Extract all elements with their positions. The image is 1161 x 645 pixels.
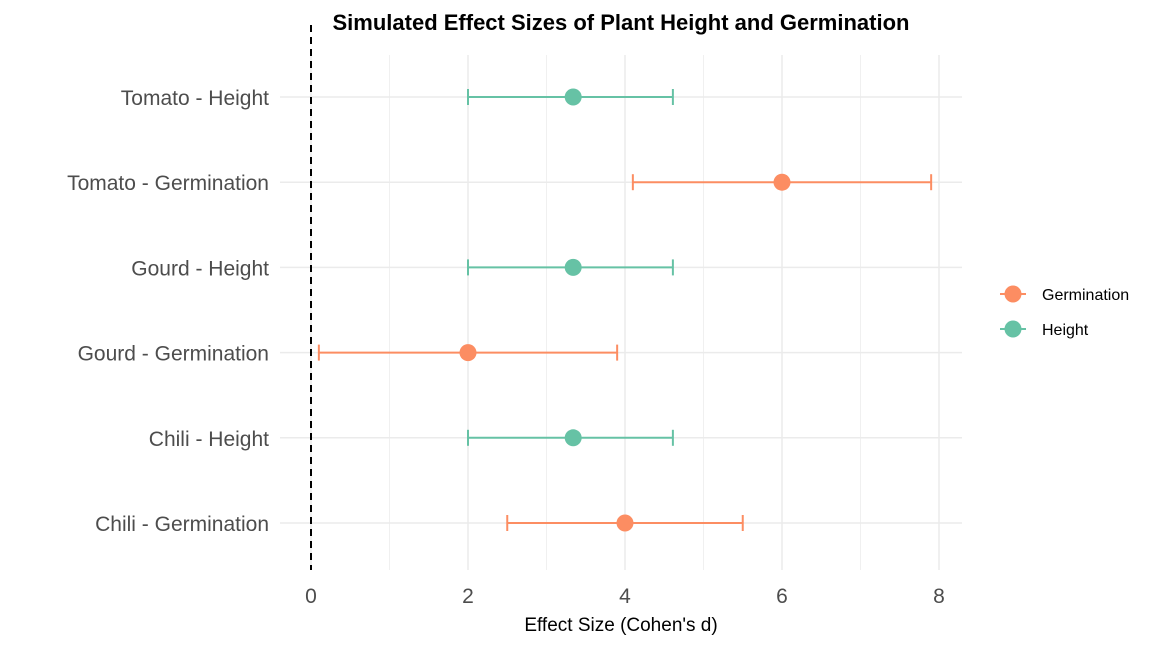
- legend-item-height: Height: [1000, 320, 1089, 339]
- point-4: [467, 429, 674, 447]
- point-estimate: [564, 88, 582, 106]
- legend: Germination Height: [1000, 285, 1129, 339]
- x-tick-label: 0: [305, 585, 317, 608]
- legend-item-germination: Germination: [1000, 285, 1129, 304]
- x-tick-label: 4: [619, 585, 631, 608]
- x-tick-label: 8: [933, 585, 945, 608]
- point-2: [467, 258, 674, 276]
- y-tick-label: Chili - Height: [149, 428, 269, 451]
- y-axis-labels: Tomato - Height Tomato - Germination Gourd…: [67, 87, 269, 536]
- legend-key-point: [1004, 285, 1022, 303]
- y-tick-label: Chili - Germination: [95, 513, 269, 536]
- grid: [280, 55, 962, 570]
- x-axis-title: Effect Size (Cohen's d): [524, 615, 717, 636]
- legend-label: Height: [1042, 322, 1089, 339]
- point-3: [317, 344, 619, 362]
- y-tick-label: Gourd - Germination: [78, 343, 269, 366]
- y-tick-label: Tomato - Height: [121, 87, 269, 110]
- x-tick-label: 2: [462, 585, 474, 608]
- marks: [317, 88, 933, 532]
- chart-title: Simulated Effect Sizes of Plant Height a…: [333, 10, 910, 35]
- point-estimate: [564, 258, 582, 276]
- point-1: [631, 173, 933, 191]
- x-axis-labels: 0 2 4 6 8: [305, 585, 945, 608]
- point-0: [467, 88, 674, 106]
- point-5: [506, 514, 744, 532]
- point-estimate: [459, 344, 477, 362]
- legend-label: Germination: [1042, 287, 1129, 304]
- point-estimate: [616, 514, 634, 532]
- y-tick-label: Tomato - Germination: [67, 172, 269, 195]
- point-estimate: [564, 429, 582, 447]
- y-tick-label: Gourd - Height: [131, 257, 269, 280]
- legend-key-point: [1004, 320, 1022, 338]
- x-tick-label: 6: [776, 585, 788, 608]
- point-estimate: [773, 173, 791, 191]
